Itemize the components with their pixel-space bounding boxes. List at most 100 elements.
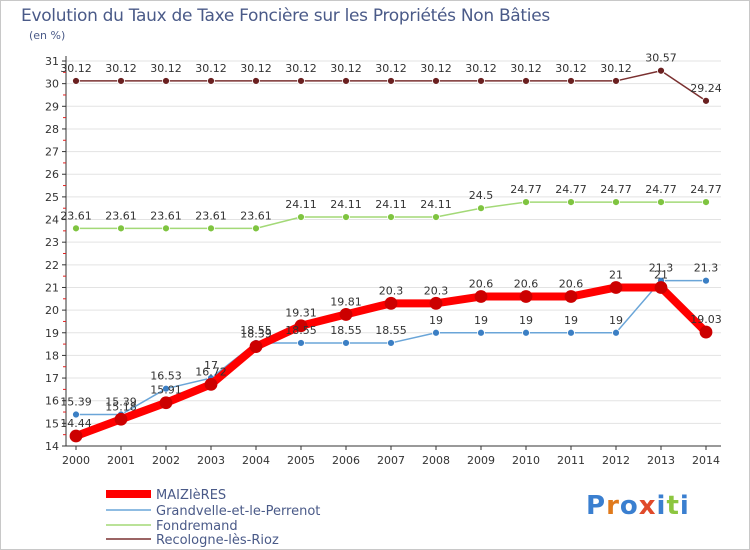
data-point	[297, 77, 305, 85]
data-label: 18.55	[240, 324, 272, 337]
data-point	[477, 204, 485, 213]
data-label: 15.91	[150, 384, 182, 397]
data-label: 19	[519, 314, 533, 327]
data-label: 19.03	[690, 313, 722, 326]
x-tick-label: 2014	[692, 454, 720, 467]
data-label: 24.77	[600, 183, 632, 196]
y-tick-label: 20	[45, 304, 59, 317]
x-tick-label: 2006	[332, 454, 360, 467]
data-label: 16.72	[195, 365, 227, 378]
y-tick-label: 26	[45, 168, 59, 181]
data-label: 15.18	[105, 400, 137, 413]
data-label: 30.12	[420, 62, 452, 75]
logo-letter: i	[679, 491, 690, 521]
data-point	[519, 290, 533, 303]
y-tick-label: 31	[45, 55, 59, 68]
data-point	[69, 429, 83, 443]
data-label: 21.3	[694, 262, 719, 275]
data-point	[474, 290, 488, 303]
logo-letter: o	[619, 491, 639, 521]
data-label: 30.57	[645, 52, 677, 65]
y-tick-label: 28	[45, 123, 59, 136]
x-tick-label: 2009	[467, 454, 495, 467]
data-label: 24.11	[375, 198, 407, 211]
data-label: 30.12	[555, 62, 587, 75]
legend-label: Recologne-lès-Rioz	[156, 533, 279, 548]
data-point	[522, 198, 530, 206]
data-point	[702, 96, 710, 105]
data-label: 30.12	[375, 62, 407, 75]
data-label: 24.11	[285, 198, 317, 211]
data-point	[252, 224, 260, 233]
y-tick-label: 24	[45, 214, 59, 227]
logo-letter: t	[666, 491, 680, 521]
data-point	[342, 339, 350, 347]
data-point	[207, 77, 215, 85]
data-point	[252, 77, 260, 85]
data-label: 21.3	[649, 262, 674, 275]
data-label: 30.12	[195, 62, 227, 75]
data-label: 17	[204, 359, 218, 372]
data-label: 30.12	[60, 62, 92, 75]
data-label: 30.12	[465, 62, 497, 75]
x-tick-label: 2000	[62, 454, 90, 467]
data-point	[387, 339, 395, 347]
data-label: 30.12	[150, 62, 182, 75]
data-point	[384, 296, 398, 310]
data-point	[657, 66, 665, 75]
x-tick-label: 2011	[557, 454, 585, 467]
data-label: 19.31	[285, 307, 317, 320]
y-tick-label: 22	[45, 259, 59, 272]
logo-letter: i	[656, 491, 667, 521]
y-tick-label: 14	[45, 440, 59, 453]
data-point	[159, 396, 173, 410]
y-tick-label: 27	[45, 146, 59, 159]
data-point	[297, 339, 305, 347]
x-tick-label: 2005	[287, 454, 315, 467]
data-label: 23.61	[150, 209, 182, 222]
data-point	[567, 198, 575, 206]
data-label: 23.61	[105, 209, 137, 222]
data-label: 18.39	[240, 328, 272, 341]
data-point	[429, 296, 443, 310]
y-tick-label: 21	[45, 281, 59, 294]
y-tick-label: 23	[45, 236, 59, 249]
data-point	[339, 308, 353, 321]
data-label: 20.6	[514, 278, 539, 291]
data-point	[699, 325, 713, 339]
legend-label: Fondremand	[156, 519, 238, 534]
legend-label: MAIZIèRES	[156, 488, 226, 503]
data-label: 23.61	[195, 209, 227, 222]
data-point	[297, 213, 305, 221]
y-tick-label: 16	[45, 395, 59, 408]
data-point	[117, 224, 125, 233]
chart-subtitle: (en %)	[29, 29, 66, 42]
data-label: 24.77	[645, 183, 677, 196]
logo-letter: x	[638, 491, 657, 521]
data-point	[342, 77, 350, 85]
data-label: 24.11	[330, 198, 362, 211]
data-label: 18.55	[375, 324, 407, 337]
data-label: 15.39	[105, 396, 137, 409]
data-label: 23.61	[240, 209, 272, 222]
data-point	[477, 328, 485, 337]
data-point	[432, 77, 440, 85]
data-point	[654, 281, 668, 294]
y-tick-label: 18	[45, 349, 59, 362]
data-label: 20.3	[379, 284, 404, 297]
y-tick-label: 25	[45, 191, 59, 204]
data-label: 20.6	[559, 278, 584, 291]
data-point	[207, 224, 215, 233]
data-label: 30.12	[285, 62, 317, 75]
data-point	[612, 198, 620, 206]
data-label: 18.55	[330, 324, 362, 337]
data-label: 24.77	[510, 183, 542, 196]
data-point	[72, 224, 80, 233]
data-label: 29.24	[690, 82, 722, 95]
logo-letter: P	[586, 491, 607, 521]
data-point	[249, 340, 263, 353]
data-point	[342, 213, 350, 221]
data-label: 19	[474, 314, 488, 327]
data-point	[294, 319, 308, 333]
data-point	[609, 281, 623, 294]
